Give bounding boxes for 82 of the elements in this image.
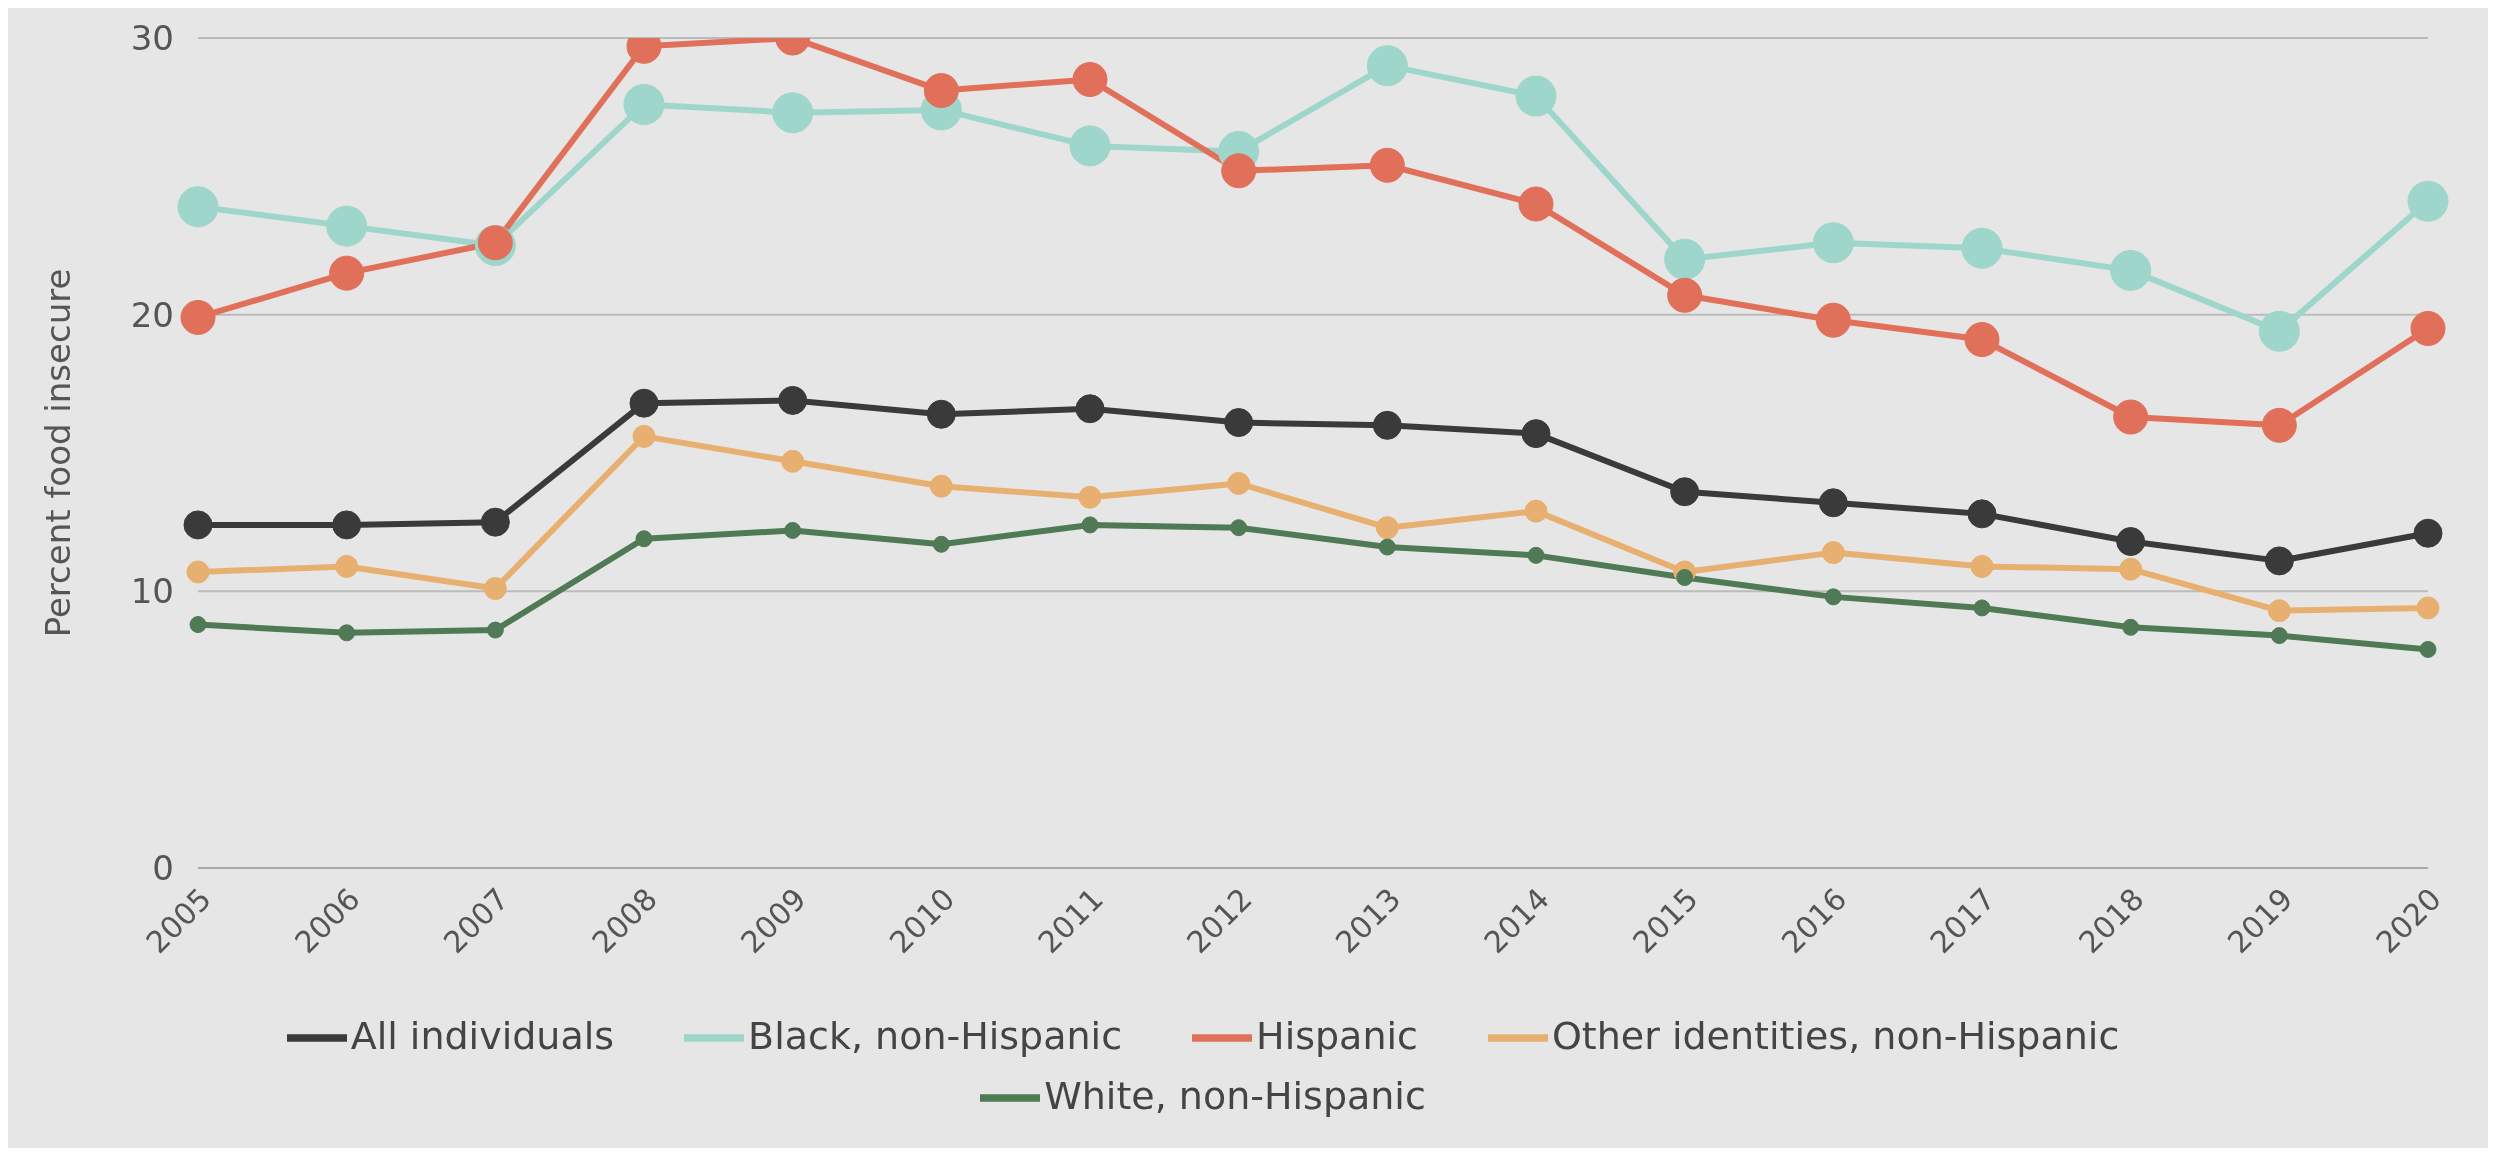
y-tick-label: 30: [130, 18, 174, 59]
point: [929, 474, 953, 498]
point: [335, 554, 359, 578]
point: [781, 449, 805, 473]
point: [2122, 618, 2140, 636]
legend-label: Black, non-Hispanic: [748, 1013, 1123, 1058]
point: [1973, 599, 1991, 617]
point: [772, 92, 814, 134]
point: [326, 205, 368, 247]
point: [623, 83, 665, 125]
point: [183, 510, 213, 540]
point: [1527, 546, 1545, 564]
legend-label: All individuals: [350, 1013, 615, 1058]
point: [1524, 499, 1548, 523]
point: [1970, 554, 1994, 578]
point: [926, 399, 956, 429]
point: [1078, 485, 1102, 509]
point: [1375, 516, 1399, 540]
point: [1081, 516, 1099, 534]
point: [1967, 499, 1997, 529]
point: [1075, 394, 1105, 424]
point: [1521, 419, 1551, 449]
point: [186, 560, 210, 584]
point: [1378, 538, 1396, 556]
point: [2110, 249, 2152, 291]
point: [2113, 399, 2149, 435]
point: [332, 510, 362, 540]
point: [189, 616, 207, 634]
point: [923, 73, 959, 109]
point: [778, 385, 808, 415]
point: [2270, 627, 2288, 645]
point: [1069, 125, 1111, 167]
y-axis-title: Percent food insecure: [38, 268, 79, 638]
point: [1221, 153, 1257, 189]
point: [2264, 546, 2294, 576]
point: [1824, 588, 1842, 606]
point: [2410, 311, 2446, 346]
point: [629, 388, 659, 418]
point: [1366, 45, 1408, 87]
point: [180, 299, 216, 335]
point: [1815, 302, 1851, 338]
point: [1072, 62, 1108, 97]
point: [486, 621, 504, 639]
point: [1664, 238, 1706, 280]
point: [635, 530, 653, 548]
point: [1818, 488, 1848, 518]
point: [1821, 541, 1845, 565]
point: [480, 507, 510, 537]
point: [1224, 408, 1254, 438]
point: [2116, 527, 2146, 557]
y-tick-label: 10: [130, 571, 174, 612]
point: [329, 255, 365, 291]
legend-label: Hispanic: [1256, 1013, 1418, 1058]
point: [1372, 410, 1402, 440]
point: [632, 424, 656, 448]
point: [932, 535, 950, 553]
y-tick-label: 20: [130, 294, 174, 335]
point: [2258, 310, 2300, 352]
point: [177, 186, 219, 228]
point: [338, 624, 356, 642]
point: [1961, 227, 2003, 269]
point: [2413, 518, 2443, 548]
point: [784, 521, 802, 539]
point: [1812, 222, 1854, 264]
point: [1518, 186, 1554, 222]
point: [1369, 147, 1405, 183]
y-tick-label: 0: [152, 848, 174, 889]
point: [1667, 277, 1703, 313]
point: [1964, 322, 2000, 358]
point: [2119, 557, 2143, 581]
point: [1670, 477, 1700, 507]
point: [2261, 407, 2297, 443]
legend-label: Other identities, non-Hispanic: [1551, 1013, 2120, 1058]
point: [2407, 180, 2449, 222]
point: [1230, 519, 1248, 537]
point: [2416, 596, 2440, 620]
point: [2267, 599, 2291, 623]
point: [1515, 75, 1557, 117]
point: [2419, 640, 2437, 658]
point: [483, 577, 507, 601]
point: [1227, 471, 1251, 495]
legend-label: White, non-Hispanic: [1044, 1073, 1426, 1118]
